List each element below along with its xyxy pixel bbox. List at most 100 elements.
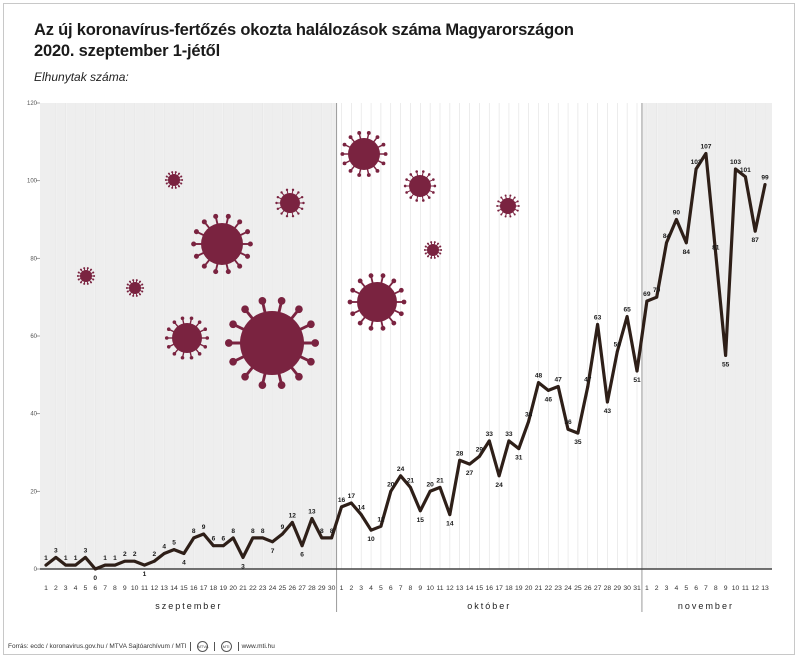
day-tick-label: 8 <box>409 585 413 592</box>
day-tick-label: 25 <box>279 585 287 592</box>
virus-body <box>280 193 300 213</box>
virus-spike-tip <box>391 278 397 284</box>
day-tick-label: 3 <box>359 585 363 592</box>
data-label: 8 <box>251 528 255 535</box>
data-point <box>448 513 452 517</box>
data-label: 81 <box>712 244 720 251</box>
virus-spike-tip <box>440 249 443 251</box>
virus-spike-tip <box>125 287 128 289</box>
day-tick-label: 12 <box>151 585 159 592</box>
virus-spike-tip <box>141 290 144 293</box>
day-tick-label: 15 <box>476 585 484 592</box>
data-point <box>152 559 156 563</box>
day-tick-label: 2 <box>54 585 58 592</box>
virus-spike-tip <box>164 336 169 340</box>
virus-spike-tip <box>203 327 208 332</box>
virus-spike-tip <box>197 352 202 356</box>
data-label: 24 <box>495 482 503 489</box>
virus-icon <box>403 170 437 202</box>
data-label: 46 <box>545 396 553 403</box>
day-tick-label: 16 <box>485 585 493 592</box>
day-tick-label: 9 <box>724 585 728 592</box>
footer-separator <box>237 642 239 651</box>
virus-spike-tip <box>295 305 303 314</box>
y-tick-label: 40 <box>30 412 37 418</box>
data-point <box>675 218 678 221</box>
virus-spike-tip <box>135 279 138 282</box>
data-label: 51 <box>633 377 641 384</box>
data-label: 1 <box>64 555 68 562</box>
data-label: 0 <box>93 575 97 582</box>
virus-spike-tip <box>86 282 89 285</box>
virus-spike-tip <box>181 179 184 181</box>
virus-spike-tip <box>426 255 429 258</box>
virus-spike-tip <box>77 278 80 281</box>
virus-spike-tip <box>180 355 185 360</box>
virus-spike-tip <box>383 152 388 156</box>
data-label: 103 <box>691 159 702 166</box>
data-point <box>458 458 462 462</box>
data-label: 17 <box>348 493 356 500</box>
virus-spike-tip <box>509 194 512 197</box>
day-tick-label: 5 <box>84 585 88 592</box>
data-point <box>734 167 737 171</box>
data-point <box>606 400 609 404</box>
day-tick-label: 26 <box>584 585 592 592</box>
virus-spike-tip <box>368 273 374 279</box>
data-label: 99 <box>761 175 769 182</box>
virus-spike-tip <box>347 299 353 305</box>
data-point <box>418 509 422 513</box>
chart-frame <box>3 3 795 655</box>
chart-title-line1: Az új koronavírus-fertőzés okozta halálo… <box>34 21 574 39</box>
data-label: 3 <box>54 547 58 554</box>
virus-spike-tip <box>432 191 435 194</box>
month-label: november <box>678 601 734 611</box>
virus-spike-tip <box>171 171 174 174</box>
data-point <box>399 474 402 478</box>
day-tick-label: 1 <box>645 585 649 592</box>
virus-spike-tip <box>132 279 135 282</box>
virus-spike-tip <box>193 253 199 259</box>
data-point <box>330 536 334 540</box>
data-point <box>251 536 255 540</box>
day-tick-label: 11 <box>436 585 443 592</box>
virus-spike-tip <box>350 287 356 293</box>
data-point <box>281 532 284 536</box>
day-tick-label: 30 <box>623 585 631 592</box>
day-tick-label: 11 <box>742 585 749 592</box>
virus-spike-tip <box>300 207 304 211</box>
data-point <box>340 505 343 509</box>
virus-spike-tip <box>409 196 413 199</box>
virus-spike-tip <box>180 175 183 178</box>
data-label: 3 <box>241 563 245 570</box>
virus-spike-tip <box>285 188 289 192</box>
virus-spike-tip <box>189 355 194 360</box>
chart-title-line2: 2020. szeptember 1-jétől <box>34 42 220 60</box>
virus-spike-tip <box>165 182 168 185</box>
data-label: 8 <box>261 528 265 535</box>
virus-spike-tip <box>291 188 295 192</box>
virus-spike-tip <box>167 172 170 175</box>
virus-spike-tip <box>171 186 174 189</box>
data-point <box>212 544 215 548</box>
virus-spike-tip <box>79 281 82 284</box>
day-tick-label: 5 <box>684 585 688 592</box>
data-point <box>369 528 373 532</box>
footer: Forrás: ecdc / koronavirus.gov.hu / MTVA… <box>8 641 792 652</box>
virus-spike-tip <box>381 161 386 166</box>
virus-spike-tip <box>83 282 86 285</box>
virus-body <box>427 244 439 256</box>
data-label: 48 <box>535 373 543 380</box>
data-label: 2 <box>123 551 127 558</box>
data-label: 33 <box>486 431 494 438</box>
data-label: 15 <box>417 517 425 524</box>
virus-icon <box>275 188 305 218</box>
data-label: 21 <box>407 477 415 484</box>
x-month-labels: szeptember október november <box>155 601 734 611</box>
data-label: 2 <box>153 551 157 558</box>
virus-spike-tip <box>439 245 442 248</box>
data-label: 9 <box>202 524 206 531</box>
virus-body <box>348 138 380 170</box>
virus-spike-tip <box>276 207 280 211</box>
day-tick-label: 10 <box>131 585 139 592</box>
